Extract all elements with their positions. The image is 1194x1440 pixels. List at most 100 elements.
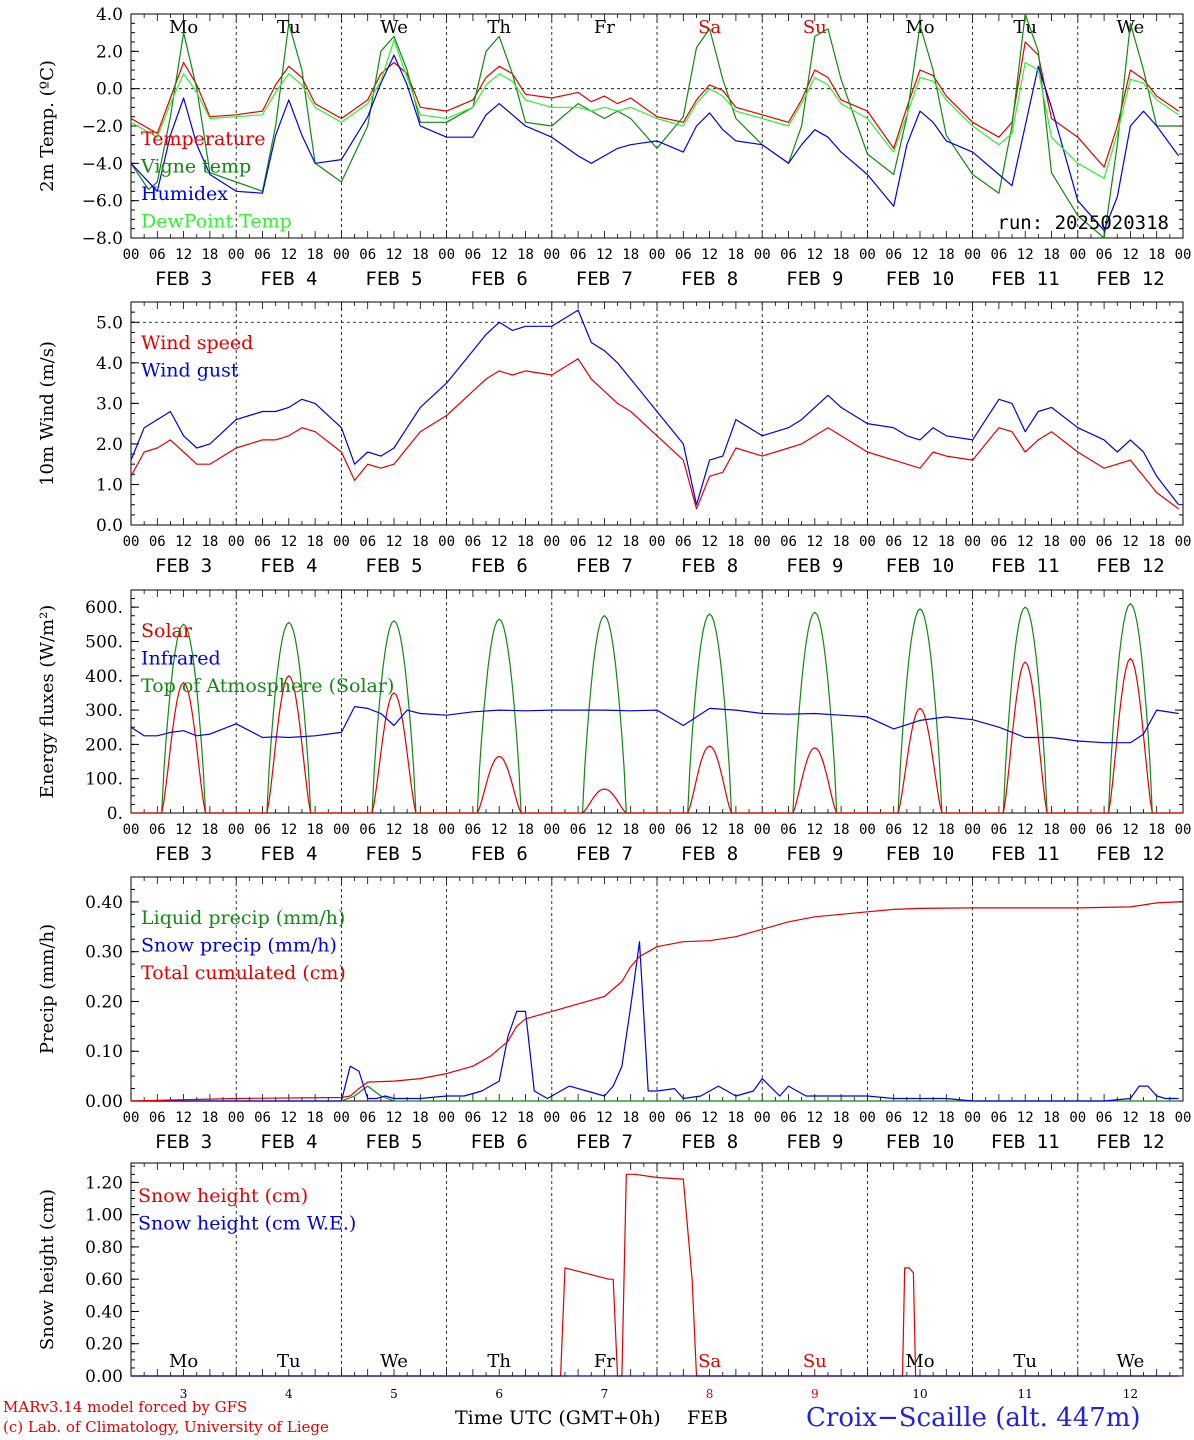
date-label: FEB 6 xyxy=(471,843,528,865)
hour-tick-label: 12 xyxy=(701,534,718,550)
hour-tick-label: 18 xyxy=(307,247,324,263)
legend-entry: Humidex xyxy=(141,183,228,205)
series-line-snow-height-cm xyxy=(131,1173,1179,1377)
hour-tick-label: 12 xyxy=(1017,534,1034,550)
hour-tick-label: 06 xyxy=(990,247,1007,263)
hour-tick-label: 00 xyxy=(543,534,560,550)
series-line-top-of-atmosphere xyxy=(131,602,1183,814)
date-number: 12 xyxy=(1123,1387,1138,1401)
day-of-week-label: Sa xyxy=(698,17,721,38)
hour-tick-label: 18 xyxy=(833,822,850,838)
date-label: FEB 4 xyxy=(260,843,317,865)
hour-tick-label: 12 xyxy=(386,534,403,550)
hour-tick-label: 00 xyxy=(1069,534,1086,550)
plot-frame xyxy=(130,589,1184,814)
hour-tick-label: 18 xyxy=(833,1110,850,1126)
x-axis-label: Time UTC (GMT+0h) xyxy=(455,1407,661,1429)
hour-tick-label: 18 xyxy=(938,1110,955,1126)
hour-tick-label: 00 xyxy=(228,534,245,550)
date-label: FEB 9 xyxy=(786,843,843,865)
legend-entry: Snow height (cm W.E.) xyxy=(138,1213,356,1235)
y-tick-label: 0.00 xyxy=(85,1367,123,1387)
date-label: FEB 5 xyxy=(365,555,422,577)
y-tick-label: 1.20 xyxy=(85,1173,123,1193)
hour-tick-label: 06 xyxy=(570,247,587,263)
hour-tick-label: 12 xyxy=(491,247,508,263)
hour-tick-label: 00 xyxy=(859,247,876,263)
hour-tick-label: 12 xyxy=(1017,822,1034,838)
hour-tick-label: 06 xyxy=(885,822,902,838)
date-label: FEB 6 xyxy=(471,268,528,290)
day-of-week-label: Fr xyxy=(594,1351,615,1372)
hour-tick-label: 12 xyxy=(806,822,823,838)
hour-tick-label: 18 xyxy=(1043,247,1060,263)
day-of-week-label: Th xyxy=(487,17,511,38)
date-number: 8 xyxy=(706,1387,714,1401)
hour-tick-label: 06 xyxy=(359,534,376,550)
day-of-week-label: Sa xyxy=(698,1351,721,1372)
hour-tick-label: 12 xyxy=(175,1110,192,1126)
hour-tick-label: 06 xyxy=(149,247,166,263)
hour-tick-label: 00 xyxy=(438,247,455,263)
y-tick-label: 400. xyxy=(85,667,123,687)
hour-tick-label: 18 xyxy=(307,822,324,838)
legend-entry: Total cumulated (cm) xyxy=(141,962,346,984)
hour-tick-label: 06 xyxy=(570,822,587,838)
y-axis-label: Precip (mm/h) xyxy=(37,924,58,1054)
hour-tick-label: 18 xyxy=(1043,534,1060,550)
hour-tick-label: 12 xyxy=(806,1110,823,1126)
hour-tick-label: 00 xyxy=(438,534,455,550)
legend-entry: Top of Atmosphere (Solar) xyxy=(141,675,394,697)
hour-tick-label: 00 xyxy=(228,822,245,838)
hour-tick-label: 12 xyxy=(175,534,192,550)
hour-tick-label: 00 xyxy=(438,1110,455,1126)
series-line-wind-speed xyxy=(130,358,1179,510)
hour-tick-label: 12 xyxy=(912,1110,929,1126)
hour-tick-label: 06 xyxy=(359,1110,376,1126)
day-of-week-label: Th xyxy=(487,1351,511,1372)
y-tick-label: 0.20 xyxy=(85,992,123,1012)
hour-tick-label: 00 xyxy=(964,822,981,838)
y-tick-label: 100. xyxy=(85,770,123,790)
hour-tick-label: 18 xyxy=(727,247,744,263)
hour-tick-label: 12 xyxy=(806,247,823,263)
date-label: FEB 12 xyxy=(1096,1131,1165,1153)
y-tick-label: 0.40 xyxy=(85,893,123,913)
hour-tick-label: 06 xyxy=(1096,822,1113,838)
y-tick-label: 2.0 xyxy=(96,435,123,455)
date-label: FEB 11 xyxy=(991,555,1060,577)
hour-tick-label: 12 xyxy=(280,534,297,550)
hour-tick-label: 18 xyxy=(517,822,534,838)
date-label: FEB 10 xyxy=(886,1131,955,1153)
legend-entry: Wind gust xyxy=(141,360,239,382)
date-number: 5 xyxy=(390,1387,398,1401)
date-label: FEB 6 xyxy=(471,555,528,577)
hour-tick-label: 06 xyxy=(359,247,376,263)
hour-tick-label: 12 xyxy=(596,822,613,838)
hour-tick-label: 00 xyxy=(754,822,771,838)
hour-tick-label: 12 xyxy=(596,534,613,550)
panel-4: 0.00 0.10 0.20 0.30 0.40 Precip (mm/h) 00 06 12 1… xyxy=(37,876,1191,1153)
series-line-total-cumulated-cm xyxy=(130,901,1179,1102)
hour-tick-label: 12 xyxy=(1122,534,1139,550)
hour-tick-label: 12 xyxy=(701,1110,718,1126)
date-label: FEB 12 xyxy=(1096,555,1165,577)
y-tick-label: −4.0 xyxy=(82,154,123,174)
hour-tick-label: 18 xyxy=(412,822,429,838)
hour-tick-label: 06 xyxy=(464,534,481,550)
hour-tick-label: 00 xyxy=(1175,534,1192,550)
hour-tick-label: 00 xyxy=(123,247,140,263)
hour-tick-label: 18 xyxy=(727,822,744,838)
y-tick-label: 0.30 xyxy=(85,943,123,963)
hour-tick-label: 00 xyxy=(754,1110,771,1126)
hour-tick-label: 18 xyxy=(201,247,218,263)
hour-tick-label: 06 xyxy=(1096,1110,1113,1126)
y-tick-label: 2.0 xyxy=(96,42,123,62)
hour-tick-label: 12 xyxy=(386,822,403,838)
date-label: FEB 12 xyxy=(1096,268,1165,290)
day-of-week-label: Mo xyxy=(169,17,198,38)
y-tick-label: −2.0 xyxy=(82,117,123,137)
hour-tick-label: 06 xyxy=(254,822,271,838)
date-label: FEB 7 xyxy=(576,843,633,865)
day-of-week-label: We xyxy=(1117,1351,1145,1372)
